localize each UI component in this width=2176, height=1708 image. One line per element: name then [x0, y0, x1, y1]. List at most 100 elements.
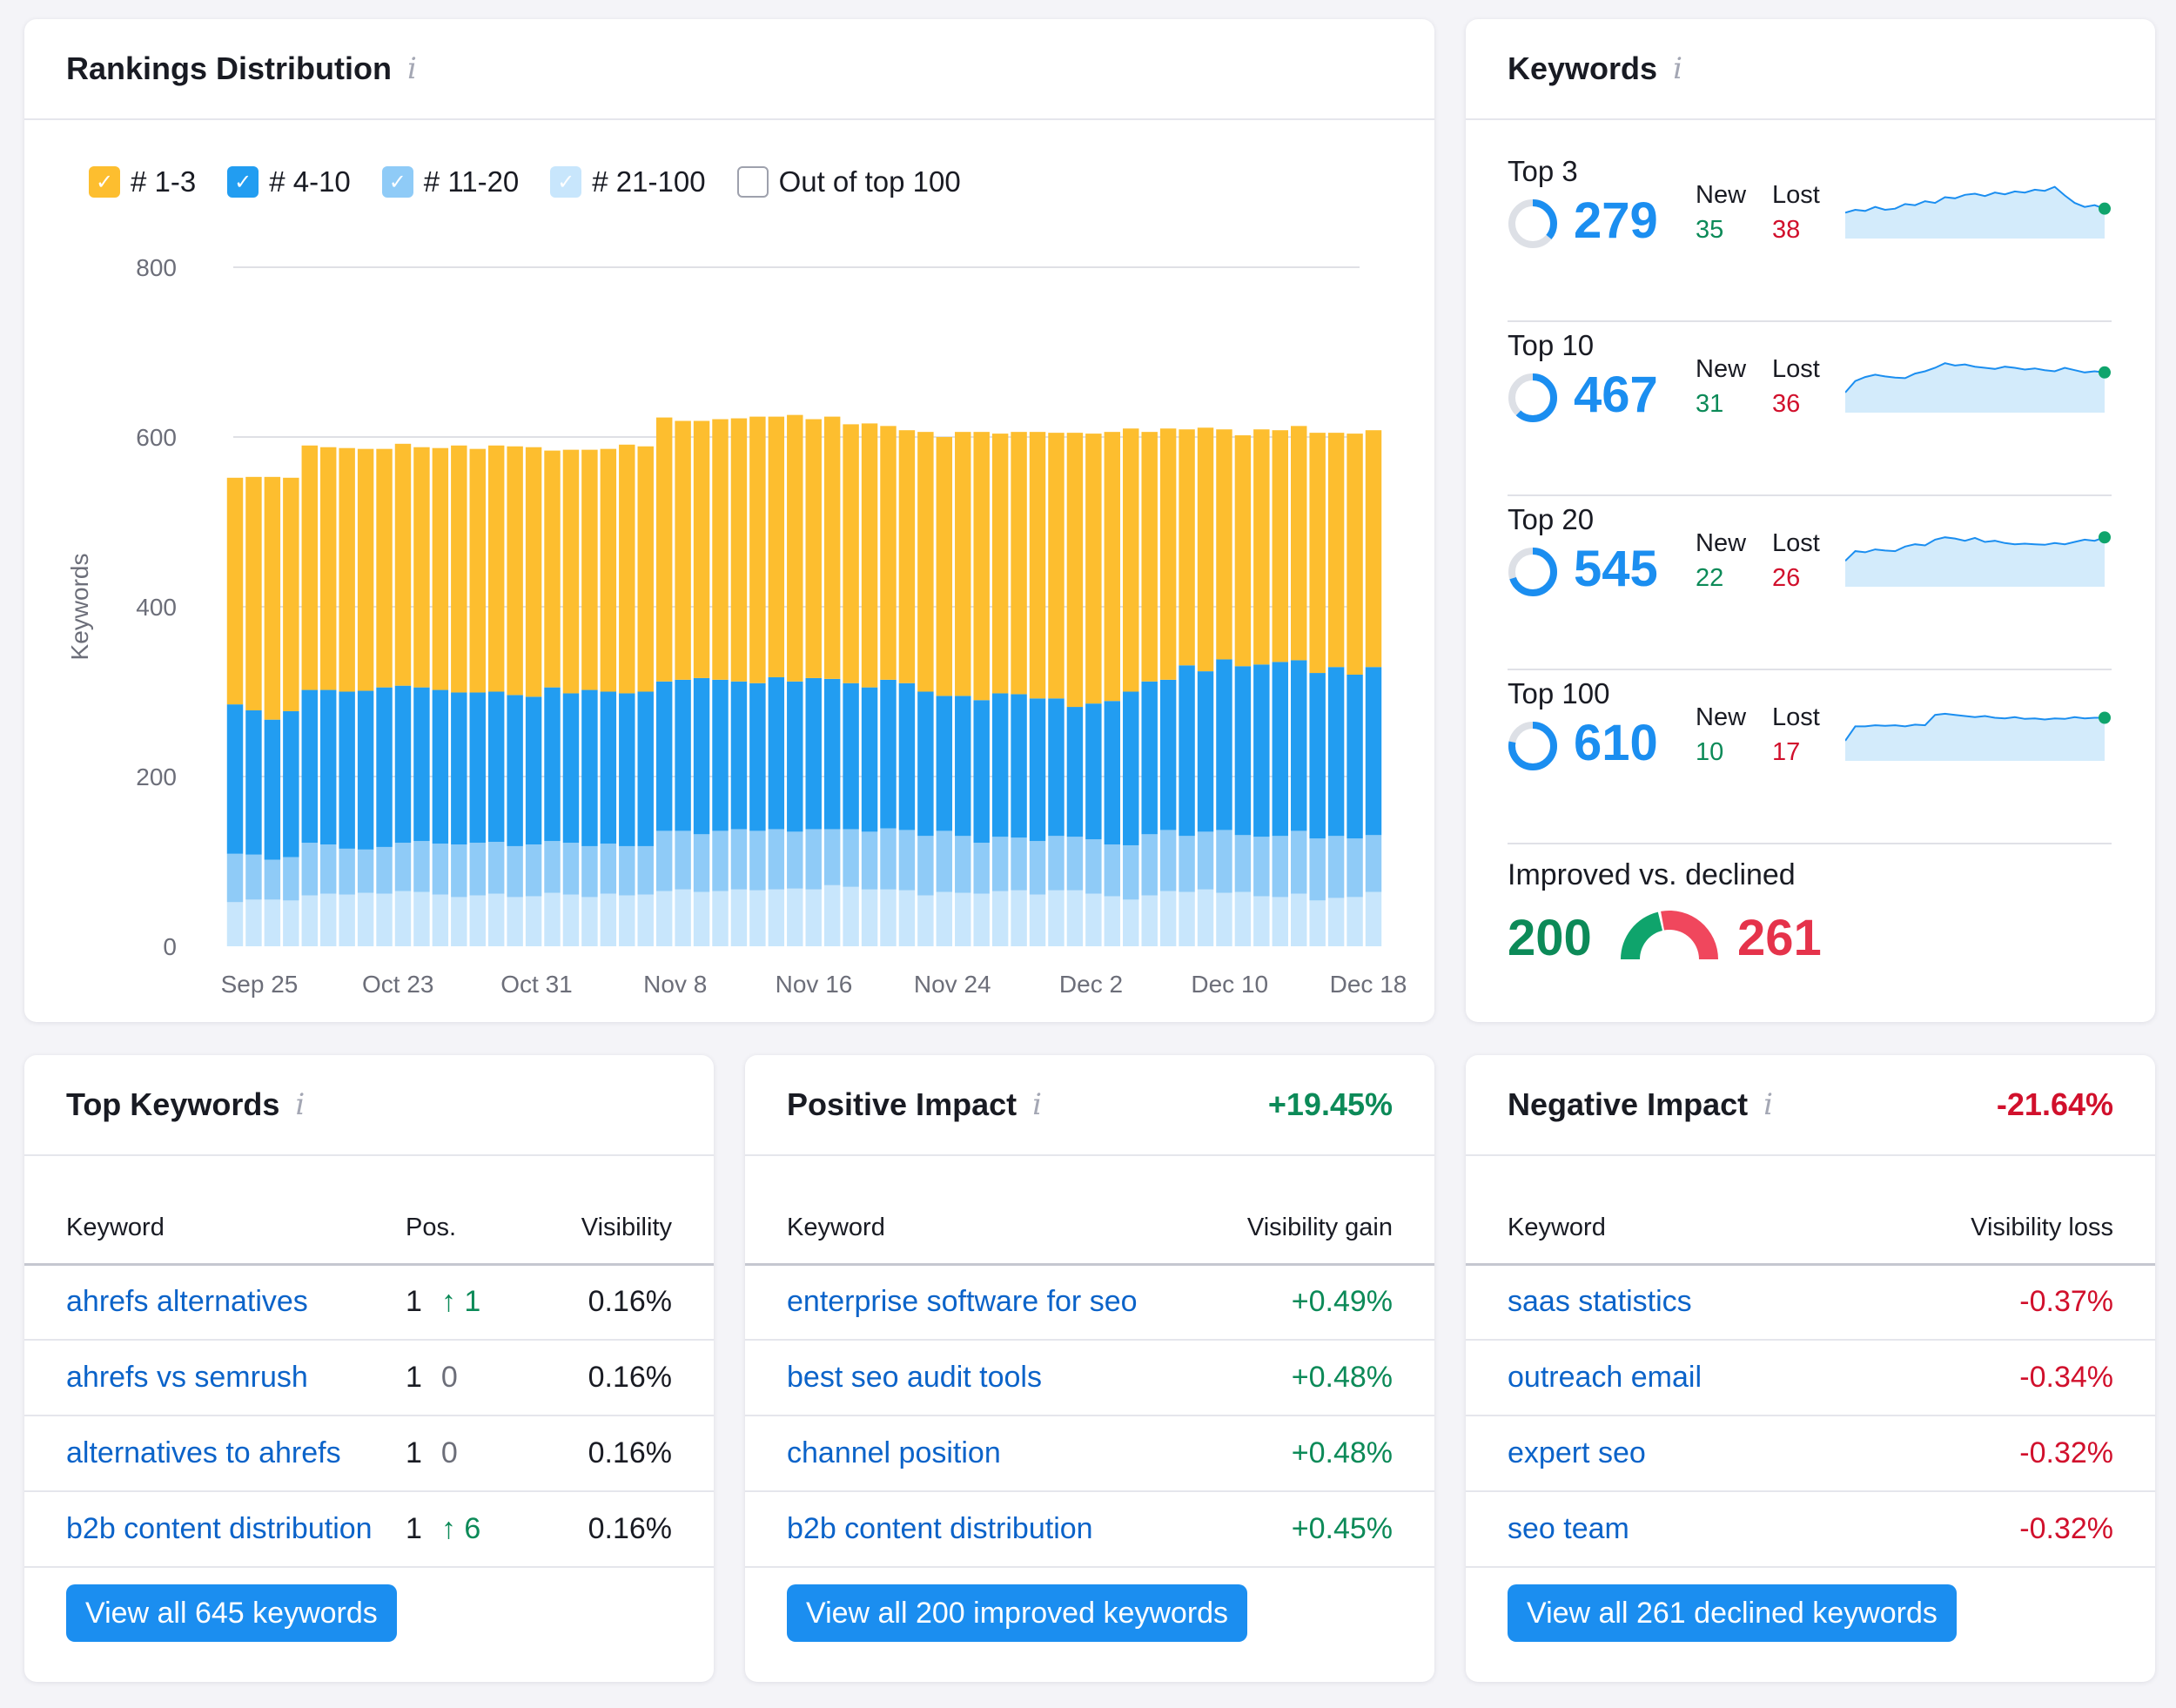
bar-segment[interactable] — [619, 693, 635, 846]
bar-segment[interactable] — [487, 893, 505, 946]
bar-segment[interactable] — [898, 430, 916, 683]
bar-segment[interactable] — [1179, 891, 1195, 946]
table-row[interactable]: ahrefs vs semrush 1 0 0.16% — [24, 1340, 714, 1416]
bar-segment[interactable] — [1123, 691, 1139, 845]
bar-segment[interactable] — [1365, 891, 1382, 946]
bar-segment[interactable] — [451, 692, 467, 845]
bar-stack[interactable] — [936, 437, 953, 946]
bar-segment[interactable] — [339, 447, 355, 692]
bar-segment[interactable] — [1347, 675, 1363, 839]
bar-segment[interactable] — [525, 696, 542, 844]
bar-stack[interactable] — [581, 449, 598, 946]
bar-stack[interactable] — [675, 420, 691, 946]
bar-segment[interactable] — [264, 859, 281, 900]
bar-segment[interactable] — [1141, 432, 1158, 682]
bar-segment[interactable] — [955, 836, 971, 893]
bar-segment[interactable] — [301, 689, 318, 844]
bar-segment[interactable] — [936, 437, 953, 696]
bar-segment[interactable] — [805, 419, 822, 678]
bar-segment[interactable] — [245, 476, 262, 710]
bar-stack[interactable] — [1347, 434, 1363, 946]
bar-segment[interactable] — [319, 844, 337, 894]
bar-segment[interactable] — [507, 845, 523, 898]
bar-segment[interactable] — [226, 902, 244, 946]
bar-segment[interactable] — [544, 841, 561, 893]
bar-segment[interactable] — [1309, 838, 1326, 901]
bar-segment[interactable] — [843, 829, 859, 887]
bar-segment[interactable] — [301, 843, 318, 896]
checked-checkbox-icon[interactable]: ✓ — [550, 166, 582, 198]
table-row[interactable]: saas statistics -0.37% — [1466, 1264, 2155, 1341]
bar-segment[interactable] — [991, 693, 1009, 837]
bar-segment[interactable] — [487, 842, 505, 894]
bar-segment[interactable] — [1197, 889, 1214, 946]
bar-segment[interactable] — [1347, 897, 1363, 946]
bar-segment[interactable] — [226, 704, 244, 854]
bar-segment[interactable] — [1216, 830, 1232, 893]
bar-stack[interactable] — [1085, 434, 1102, 946]
bar-segment[interactable] — [637, 845, 654, 895]
column-header-visibility[interactable]: Visibility — [557, 1156, 714, 1266]
bar-segment[interactable] — [861, 831, 878, 890]
bar-segment[interactable] — [1216, 429, 1232, 660]
bar-segment[interactable] — [768, 829, 785, 890]
info-icon[interactable]: i — [407, 51, 417, 86]
bar-segment[interactable] — [264, 719, 281, 860]
info-icon[interactable]: i — [1673, 51, 1682, 86]
info-icon[interactable]: i — [295, 1087, 306, 1122]
bar-segment[interactable] — [823, 884, 841, 946]
bar-segment[interactable] — [1365, 430, 1382, 668]
bar-segment[interactable] — [619, 845, 635, 896]
view-all-keywords-button[interactable]: View all 645 keywords — [66, 1584, 397, 1642]
bar-segment[interactable] — [861, 687, 878, 832]
bar-segment[interactable] — [749, 830, 766, 891]
view-all-declined-button[interactable]: View all 261 declined keywords — [1508, 1584, 1957, 1642]
bar-segment[interactable] — [544, 892, 561, 946]
bar-segment[interactable] — [1104, 896, 1121, 946]
bar-segment[interactable] — [525, 844, 542, 897]
bar-segment[interactable] — [301, 445, 318, 690]
bar-stack[interactable] — [432, 447, 449, 946]
keyword-link[interactable]: b2b content distribution — [66, 1512, 373, 1545]
empty-checkbox-icon[interactable] — [736, 166, 769, 198]
bar-segment[interactable] — [955, 432, 971, 696]
bar-segment[interactable] — [487, 691, 505, 843]
bar-segment[interactable] — [917, 895, 934, 947]
bar-segment[interactable] — [1365, 667, 1382, 836]
bar-segment[interactable] — [1048, 433, 1064, 699]
bar-stack[interactable] — [787, 414, 803, 946]
bar-segment[interactable] — [600, 844, 617, 894]
lost-count[interactable]: 26 — [1772, 564, 1801, 592]
bar-segment[interactable] — [693, 834, 710, 892]
bar-segment[interactable] — [507, 446, 523, 696]
bar-segment[interactable] — [376, 448, 393, 688]
lost-count[interactable]: 17 — [1772, 738, 1801, 766]
bar-segment[interactable] — [581, 897, 598, 946]
keywords-count[interactable]: 545 — [1574, 541, 1658, 597]
bar-stack[interactable] — [1272, 430, 1289, 946]
bar-segment[interactable] — [1141, 834, 1158, 896]
bar-segment[interactable] — [562, 449, 580, 694]
bar-segment[interactable] — [469, 448, 486, 693]
keyword-link[interactable]: best seo audit tools — [787, 1361, 1042, 1394]
bar-segment[interactable] — [1272, 662, 1289, 837]
bar-stack[interactable] — [655, 417, 673, 947]
bar-segment[interactable] — [637, 446, 654, 692]
bar-segment[interactable] — [880, 426, 897, 680]
bar-segment[interactable] — [1066, 890, 1084, 946]
column-header-visibility-loss[interactable]: Visibility loss — [1852, 1156, 2155, 1266]
checked-checkbox-icon[interactable]: ✓ — [381, 166, 413, 198]
legend-item[interactable]: ✓ # 11-20 — [381, 165, 519, 198]
bar-segment[interactable] — [787, 681, 803, 832]
bar-segment[interactable] — [805, 677, 822, 830]
bar-segment[interactable] — [1234, 666, 1252, 836]
bar-segment[interactable] — [1179, 429, 1195, 666]
keywords-count[interactable]: 279 — [1574, 192, 1658, 249]
bar-segment[interactable] — [1123, 844, 1139, 900]
keywords-count[interactable]: 610 — [1574, 715, 1658, 771]
bar-stack[interactable] — [1066, 433, 1084, 946]
bar-segment[interactable] — [600, 691, 617, 844]
bar-segment[interactable] — [283, 857, 299, 901]
bar-segment[interactable] — [1159, 428, 1177, 680]
bar-segment[interactable] — [1011, 432, 1027, 695]
